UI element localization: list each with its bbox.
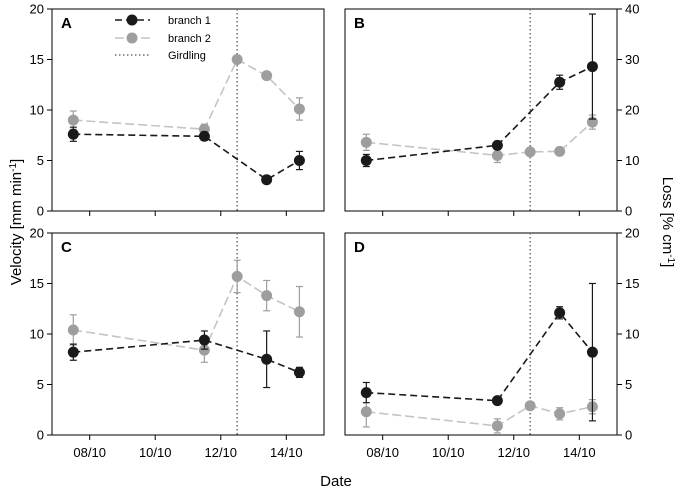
panel-b-frame bbox=[344, 8, 618, 212]
panel-d-series-branch1-point bbox=[586, 346, 598, 358]
legend-marker-branch2 bbox=[126, 32, 138, 44]
panel-a-series-branch1-point bbox=[293, 155, 305, 166]
panel-d-label: D bbox=[354, 239, 365, 256]
panel-d-xtick-label: 08/10 bbox=[366, 445, 399, 460]
panel-a-series-branch1-point bbox=[198, 130, 210, 142]
panel-c-series-branch1-point bbox=[67, 346, 79, 358]
panel-c-ytick-label: 0 bbox=[37, 428, 44, 443]
panel-d-xtick-label: 10/10 bbox=[432, 445, 465, 460]
panel-a: A 0 5 10 15 20 bbox=[30, 2, 325, 219]
legend-marker-branch1 bbox=[126, 14, 138, 26]
panel-b: B 0 10 20 30 40 bbox=[344, 2, 639, 219]
panel-c-series-branch2-point bbox=[261, 290, 273, 302]
panel-b-ytick-label: 30 bbox=[625, 52, 639, 67]
panel-c-series-branch1-point bbox=[293, 366, 305, 378]
panel-d-series-branch2-point bbox=[524, 400, 536, 412]
panel-b-series-branch2-point bbox=[360, 136, 372, 148]
panel-c-ytick-label: 15 bbox=[30, 276, 44, 291]
panel-c-xtick-label: 14/10 bbox=[270, 445, 303, 460]
x-axis-label: Date bbox=[320, 473, 352, 490]
panel-a-ytick-label: 20 bbox=[30, 2, 44, 17]
panel-c-xtick-label: 12/10 bbox=[204, 445, 237, 460]
panel-b-series-branch1-point bbox=[586, 61, 598, 73]
panel-b-label: B bbox=[354, 15, 365, 32]
legend-label-branch2: branch 2 bbox=[168, 33, 211, 45]
panel-a-series-branch2-point bbox=[261, 70, 273, 82]
panel-c: C 0 5 10 15 20 08/10 10/10 12/10 14/10 bbox=[30, 226, 325, 460]
panel-a-series-branch2-point bbox=[231, 54, 243, 65]
panel-a-ytick-label: 0 bbox=[37, 204, 44, 219]
panel-d-xtick-label: 14/10 bbox=[563, 445, 596, 460]
panels: A 0 5 10 15 20 B 0 10 20 30 40 C 0 5 10 15 20 08/10 10/10 12… bbox=[30, 2, 640, 461]
legend-label-branch1: branch 1 bbox=[168, 15, 211, 27]
panel-d-ytick-label: 5 bbox=[625, 377, 632, 392]
panel-c-series-branch1-point bbox=[261, 353, 273, 365]
panel-d-ytick-label: 15 bbox=[625, 276, 639, 291]
panel-d-ytick-label: 20 bbox=[625, 226, 639, 241]
panel-b-ytick-label: 20 bbox=[625, 103, 639, 118]
panel-a-series-branch2-point bbox=[67, 114, 79, 126]
panel-a-ytick-label: 10 bbox=[30, 103, 44, 118]
panel-a-series-branch1 bbox=[67, 126, 305, 186]
panel-d-series-branch2-point bbox=[491, 420, 503, 432]
panel-d-ytick-label: 10 bbox=[625, 327, 639, 342]
panel-a-series-branch1-point bbox=[261, 174, 273, 186]
panel-b-ytick-label: 0 bbox=[625, 204, 632, 219]
panel-b-series-branch2 bbox=[360, 114, 598, 164]
panel-c-series-branch2 bbox=[67, 259, 305, 363]
panel-c-series-branch1-line bbox=[73, 339, 300, 374]
panel-d-series-branch1-line bbox=[366, 311, 594, 402]
panel-d-ytick-label: 0 bbox=[625, 428, 632, 443]
panel-d-series-branch1-point bbox=[360, 387, 372, 399]
panel-c-ytick-label: 20 bbox=[30, 226, 44, 241]
panel-a-series-branch2 bbox=[67, 54, 305, 135]
panel-b-series-branch1-line bbox=[366, 65, 593, 162]
panel-c-series-branch2-point bbox=[231, 270, 243, 282]
panel-c-xtick-label: 10/10 bbox=[139, 445, 172, 460]
panel-c-series-branch2-line bbox=[73, 275, 300, 352]
panel-d-xtick-label: 12/10 bbox=[497, 445, 530, 460]
panel-a-ytick-label: 15 bbox=[30, 52, 44, 67]
panel-b-series-branch2-point bbox=[524, 146, 536, 158]
panel-d-series-branch2-point bbox=[360, 406, 372, 418]
panel-c-ytick-label: 5 bbox=[37, 377, 44, 392]
panel-c-series-branch2-point bbox=[67, 324, 79, 336]
panel-b-series-branch1-point bbox=[360, 155, 372, 166]
panel-c-series-branch2-point bbox=[198, 344, 210, 356]
panel-c-series-branch1 bbox=[67, 330, 305, 389]
panel-b-series-branch2-point bbox=[491, 149, 503, 161]
panel-a-series-branch2-line bbox=[73, 58, 300, 131]
panel-b-series-branch1-point bbox=[554, 76, 566, 88]
y-axis-label-velocity: Velocity [mm min-1] bbox=[8, 159, 25, 285]
panel-a-label: A bbox=[61, 15, 72, 32]
panel-c-frame bbox=[51, 232, 325, 436]
panel-b-ytick-label: 10 bbox=[625, 153, 639, 168]
panel-c-xtick-label: 08/10 bbox=[73, 445, 106, 460]
panel-c-series-branch1-point bbox=[198, 334, 210, 346]
panel-a-series-branch1-line bbox=[73, 133, 300, 181]
panel-c-ytick-label: 10 bbox=[30, 327, 44, 342]
panel-d-series-branch1 bbox=[360, 282, 598, 422]
panel-b-series-branch2-point bbox=[554, 145, 566, 157]
legend: branch 1 branch 2 Girdling bbox=[115, 14, 211, 62]
panel-b-ytick-label: 40 bbox=[625, 2, 639, 17]
panel-d-series-branch2-point bbox=[554, 408, 566, 420]
panel-d-series-branch1-point bbox=[554, 307, 566, 319]
panel-a-series-branch2-point bbox=[293, 103, 305, 115]
panel-d-frame bbox=[344, 232, 618, 436]
panel-d: D 0 5 10 15 20 08/10 10/10 12/10 14/10 bbox=[344, 226, 639, 460]
panel-b-series-branch1-point bbox=[491, 139, 503, 151]
panel-a-ytick-label: 5 bbox=[37, 153, 44, 168]
legend-label-girdling: Girdling bbox=[168, 50, 206, 62]
panel-b-series-branch1 bbox=[360, 13, 598, 168]
y-axis-label-loss: Loss [% cm-1] bbox=[659, 177, 676, 268]
panel-a-series-branch1-point bbox=[67, 128, 79, 140]
panel-d-series-branch1-point bbox=[491, 395, 503, 407]
panel-c-label: C bbox=[61, 239, 72, 256]
panel-c-series-branch2-point bbox=[293, 306, 305, 318]
panel-d-series-branch2 bbox=[360, 396, 598, 434]
